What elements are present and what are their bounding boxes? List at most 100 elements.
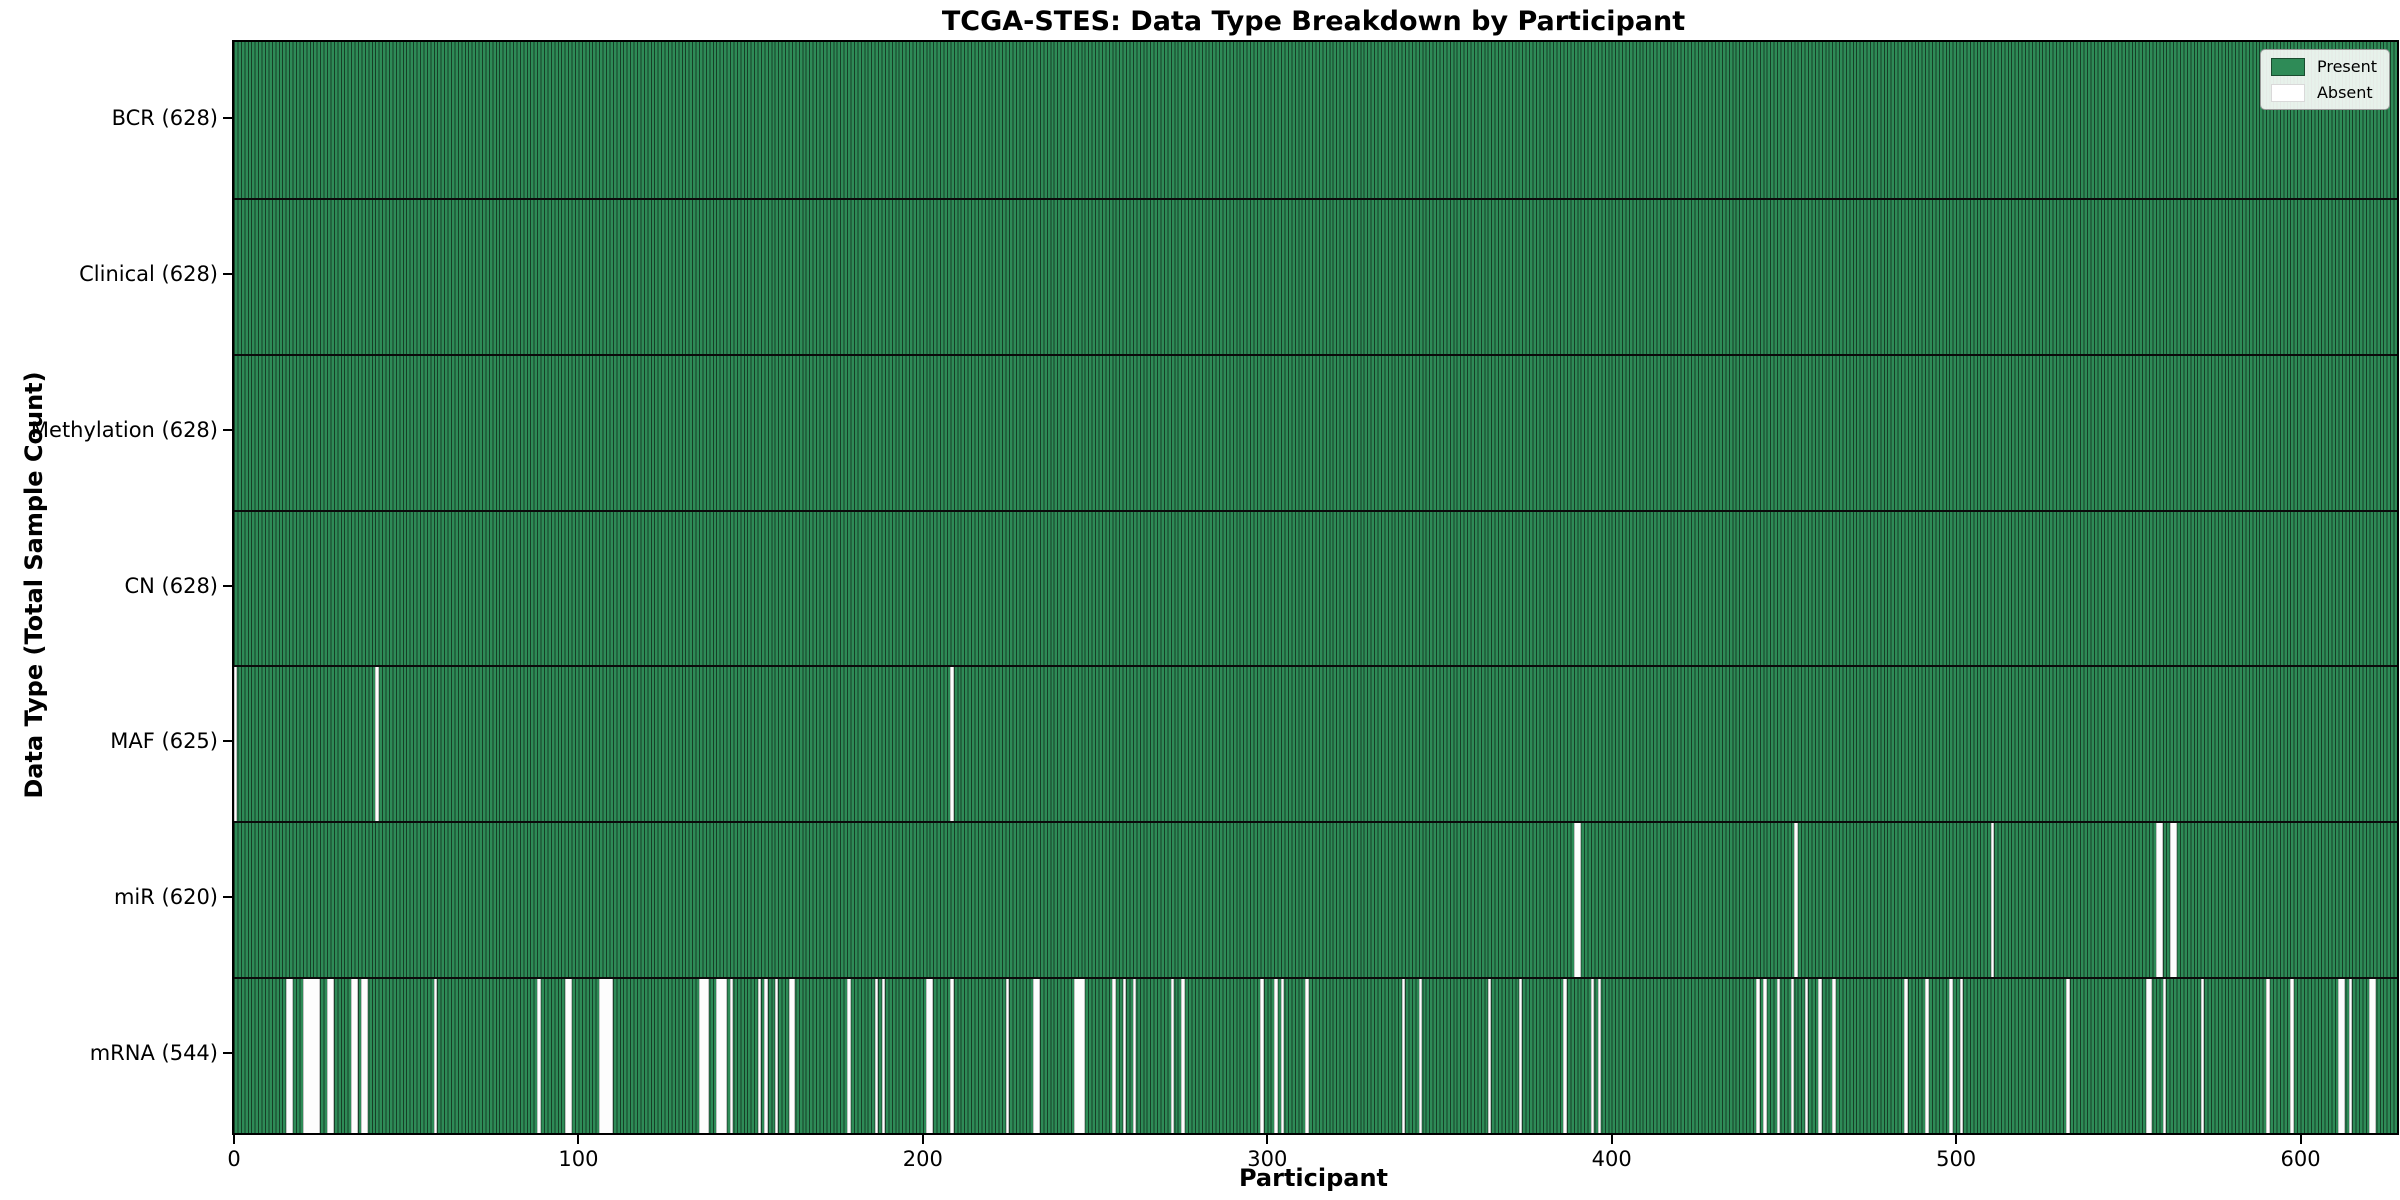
absent-mark bbox=[1790, 979, 1795, 1133]
absent-mark bbox=[1122, 979, 1127, 1133]
absent-mark bbox=[1305, 979, 1309, 1133]
absent-mark bbox=[757, 979, 761, 1133]
absent-mark bbox=[716, 979, 727, 1133]
heatmap-row-mRNA bbox=[234, 977, 2397, 1133]
chart-title: TCGA-STES: Data Type Breakdown by Partic… bbox=[941, 6, 1686, 37]
absent-mark bbox=[234, 667, 238, 822]
absent-mark bbox=[1005, 979, 1009, 1133]
absent-mark bbox=[2290, 979, 2294, 1133]
xtick-mark bbox=[1266, 1135, 1269, 1144]
ytick-mark bbox=[223, 584, 232, 587]
absent-mark bbox=[1112, 979, 1116, 1133]
absent-mark bbox=[2066, 979, 2070, 1133]
absent-mark bbox=[1487, 979, 1492, 1133]
heatmap-row-Clinical bbox=[234, 197, 2397, 354]
absent-mark bbox=[2338, 979, 2346, 1133]
xtick-label-300: 300 bbox=[1247, 1147, 1288, 1171]
xtick-mark bbox=[233, 1135, 235, 1144]
absent-mark bbox=[351, 979, 358, 1133]
ytick-mark bbox=[223, 740, 232, 743]
absent-mark bbox=[1832, 979, 1836, 1133]
absent-mark bbox=[926, 979, 934, 1133]
absent-mark bbox=[788, 979, 796, 1133]
heatmap-row-CN bbox=[234, 509, 2397, 666]
ytick-mark bbox=[223, 896, 232, 899]
absent-mark bbox=[2162, 979, 2167, 1133]
xtick-mark bbox=[921, 1135, 924, 1144]
absent-mark bbox=[2155, 823, 2163, 978]
absent-mark bbox=[433, 979, 438, 1133]
ytick-label-Clinical: Clinical (628) bbox=[79, 261, 218, 286]
absent-mark bbox=[1418, 979, 1423, 1133]
xtick-label-0: 0 bbox=[227, 1147, 241, 1171]
absent-mark bbox=[537, 979, 541, 1133]
absent-mark bbox=[1518, 979, 1523, 1133]
xtick-label-500: 500 bbox=[1936, 1147, 1977, 1171]
absent-mark bbox=[1949, 979, 1953, 1133]
absent-mark bbox=[950, 979, 954, 1133]
absent-mark bbox=[1033, 979, 1040, 1133]
legend-entry-present: Present bbox=[2270, 57, 2377, 76]
x-axis-label: Participant bbox=[1238, 1164, 1389, 1192]
absent-mark bbox=[1563, 979, 1567, 1133]
ytick-mark bbox=[223, 272, 232, 275]
absent-mark bbox=[1990, 823, 1994, 978]
absent-mark bbox=[729, 979, 734, 1133]
xtick-mark bbox=[577, 1135, 580, 1144]
legend: Present Absent bbox=[2259, 49, 2390, 110]
xtick-mark bbox=[2299, 1135, 2302, 1144]
absent-mark bbox=[2145, 979, 2153, 1133]
ytick-label-mRNA: mRNA (544) bbox=[89, 1041, 218, 1066]
xtick-label-100: 100 bbox=[558, 1147, 599, 1171]
absent-mark bbox=[1904, 979, 1908, 1133]
absent-mark bbox=[361, 979, 369, 1133]
absent-mark bbox=[1401, 979, 1406, 1133]
ytick-label-BCR: BCR (628) bbox=[111, 105, 218, 130]
absent-mark bbox=[774, 979, 779, 1133]
ytick-label-miR: miR (620) bbox=[113, 885, 218, 910]
plot-area: Present Absent bbox=[232, 40, 2399, 1135]
absent-mark bbox=[1573, 823, 1581, 978]
legend-swatch-present-icon bbox=[2270, 57, 2305, 76]
absent-mark bbox=[1763, 979, 1767, 1133]
absent-mark bbox=[599, 979, 613, 1133]
heatmap-row-Methylation bbox=[234, 353, 2397, 510]
absent-mark bbox=[302, 979, 321, 1133]
absent-mark bbox=[1274, 979, 1278, 1133]
absent-mark bbox=[285, 979, 293, 1133]
ytick-mark bbox=[223, 1052, 232, 1055]
absent-mark bbox=[1181, 979, 1185, 1133]
ytick-label-CN: CN (628) bbox=[124, 573, 218, 598]
legend-entry-absent: Absent bbox=[2270, 83, 2377, 102]
absent-mark bbox=[2200, 979, 2205, 1133]
absent-mark bbox=[375, 667, 379, 822]
absent-mark bbox=[326, 979, 334, 1133]
ytick-mark bbox=[223, 116, 232, 119]
absent-mark bbox=[950, 667, 954, 822]
xtick-label-600: 600 bbox=[2280, 1147, 2321, 1171]
absent-mark bbox=[1925, 979, 1929, 1133]
absent-mark bbox=[1260, 979, 1264, 1133]
legend-label-absent: Absent bbox=[2316, 83, 2373, 102]
heatmap-row-miR bbox=[234, 821, 2397, 978]
absent-mark bbox=[1794, 823, 1798, 978]
absent-mark bbox=[1591, 979, 1595, 1133]
absent-mark bbox=[1804, 979, 1809, 1133]
absent-mark bbox=[1281, 979, 1285, 1133]
absent-mark bbox=[564, 979, 572, 1133]
absent-mark bbox=[2266, 979, 2270, 1133]
absent-mark bbox=[1959, 979, 1963, 1133]
legend-swatch-absent-icon bbox=[2270, 83, 2305, 102]
absent-mark bbox=[1597, 979, 1602, 1133]
absent-mark bbox=[881, 979, 885, 1133]
ytick-mark bbox=[223, 428, 232, 431]
heatmap-row-BCR bbox=[234, 42, 2397, 198]
absent-mark bbox=[2369, 979, 2377, 1133]
ytick-label-Methylation: Methylation (628) bbox=[30, 417, 218, 442]
legend-label-present: Present bbox=[2316, 57, 2377, 76]
absent-mark bbox=[698, 979, 710, 1133]
absent-mark bbox=[847, 979, 851, 1133]
absent-mark bbox=[1756, 979, 1760, 1133]
absent-mark bbox=[1132, 979, 1137, 1133]
